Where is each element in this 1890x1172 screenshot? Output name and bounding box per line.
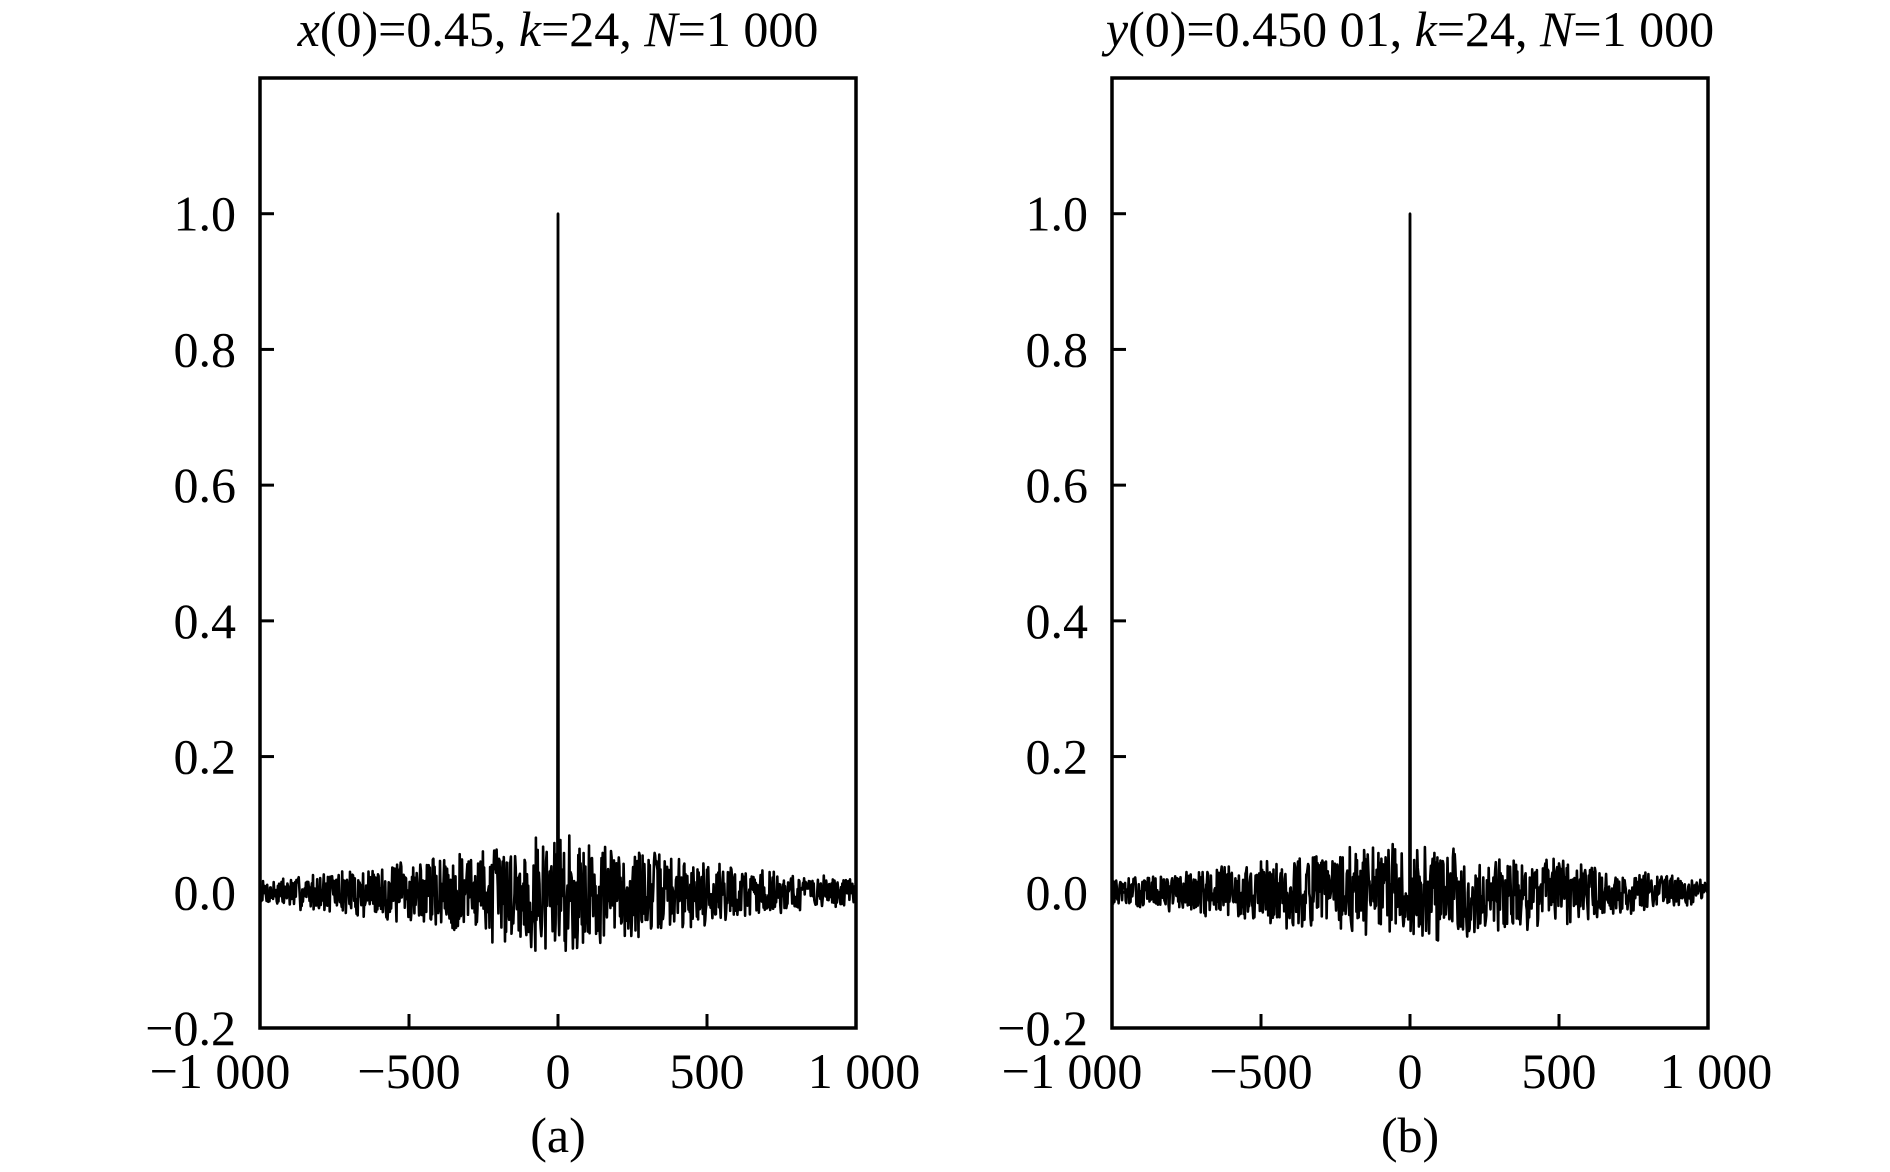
title-part: N	[643, 1, 680, 57]
y-tick-label: 0.6	[1026, 457, 1089, 513]
title-part: =24,	[541, 1, 644, 57]
y-tick-label: 0.0	[174, 864, 237, 920]
x-tick-label: −1 000	[1002, 1043, 1143, 1099]
y-tick-label: 1.0	[174, 186, 237, 242]
x-tick-label: −500	[357, 1043, 460, 1099]
y-tick-label: 0.8	[1026, 321, 1089, 377]
title-part: k	[519, 1, 542, 57]
x-tick-label: 500	[670, 1043, 745, 1099]
x-tick-label: −500	[1209, 1043, 1312, 1099]
correlation-trace	[258, 212, 857, 952]
x-tick-label: 0	[1398, 1043, 1423, 1099]
panel-title: y(0)=0.450 01, k=24, N=1 000	[1101, 1, 1714, 57]
y-tick-label: 0.0	[1026, 864, 1089, 920]
panel-title: x(0)=0.45, k=24, N=1 000	[297, 1, 819, 57]
title-part: x	[297, 1, 320, 57]
panel-b: y(0)=0.450 01, k=24, N=1 000 −0.2 0.0 0.2 0.…	[997, 1, 1772, 1163]
x-tick-label: 1 000	[1660, 1043, 1773, 1099]
y-tick-label: 0.4	[174, 593, 237, 649]
title-part: (0)=0.45,	[320, 1, 519, 57]
title-part: k	[1415, 1, 1438, 57]
y-tick-label: −0.2	[145, 1000, 236, 1056]
x-tick-label: 0	[546, 1043, 571, 1099]
panel-caption: (a)	[530, 1107, 586, 1163]
panel-caption: (b)	[1381, 1107, 1439, 1163]
title-part: y	[1101, 1, 1129, 57]
x-tick-label: 1 000	[808, 1043, 921, 1099]
y-tick-label: 0.2	[1026, 729, 1089, 785]
title-part: =1 000	[678, 1, 819, 57]
y-tick-label: 0.4	[1026, 593, 1089, 649]
y-tick-label: 1.0	[1026, 186, 1089, 242]
panel-a: x(0)=0.45, k=24, N=1 000 −0.2 0.0 0.2 0.4 0.6…	[145, 1, 920, 1163]
y-tick-label: 0.6	[174, 457, 237, 513]
y-tick-label: 0.2	[174, 729, 237, 785]
y-tick-label: 0.8	[174, 321, 237, 377]
x-tick-label: −1 000	[150, 1043, 291, 1099]
y-tick-label: −0.2	[997, 1000, 1088, 1056]
title-part: N	[1539, 1, 1576, 57]
correlation-trace	[1110, 212, 1710, 942]
x-tick-label: 500	[1522, 1043, 1597, 1099]
title-part: (0)=0.450 01,	[1128, 1, 1415, 57]
title-part: =1 000	[1573, 1, 1714, 57]
title-part: =24,	[1437, 1, 1540, 57]
